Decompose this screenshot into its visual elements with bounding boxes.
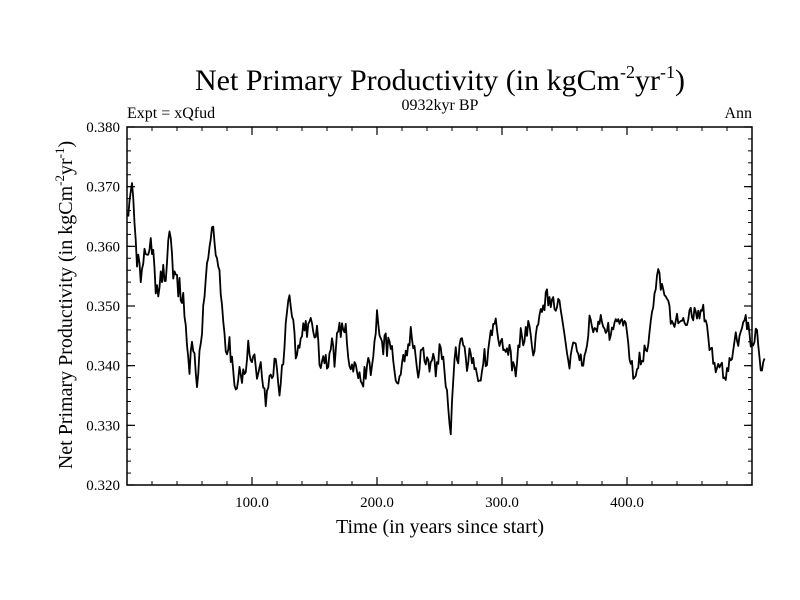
y-tick-label: 0.360 [86, 239, 120, 255]
chart-title: Net Primary Productivity (in kgCm-2yr-1) [195, 62, 685, 97]
y-tick-label: 0.320 [86, 478, 120, 494]
experiment-label: Expt = xQfud [127, 105, 215, 122]
y-tick-label: 0.380 [86, 120, 120, 136]
y-tick-label: 0.370 [86, 180, 120, 196]
npp-series-line [127, 182, 766, 436]
period-label: 0932kyr BP [402, 97, 479, 114]
x-tick-label: 100.0 [235, 495, 269, 511]
plot-frame [126, 126, 753, 486]
y-tick-label: 0.340 [86, 359, 120, 375]
x-tick-label: 300.0 [485, 495, 519, 511]
season-label: Ann [724, 105, 752, 122]
x-axis-label: Time (in years since start) [336, 516, 544, 538]
y-axis-label: Net Primary Productivity (in kgCm-2yr-1) [52, 141, 77, 469]
x-tick-label: 400.0 [610, 495, 644, 511]
x-tick-label: 200.0 [360, 495, 394, 511]
x-axis-ticks: 100.0 200.0 300.0 400.0 [151, 127, 728, 511]
y-tick-label: 0.330 [86, 418, 120, 434]
y-axis-ticks: 0.320 0.330 0.340 0.350 0.360 0.370 0.380 [86, 120, 752, 494]
y-tick-label: 0.350 [86, 299, 120, 315]
